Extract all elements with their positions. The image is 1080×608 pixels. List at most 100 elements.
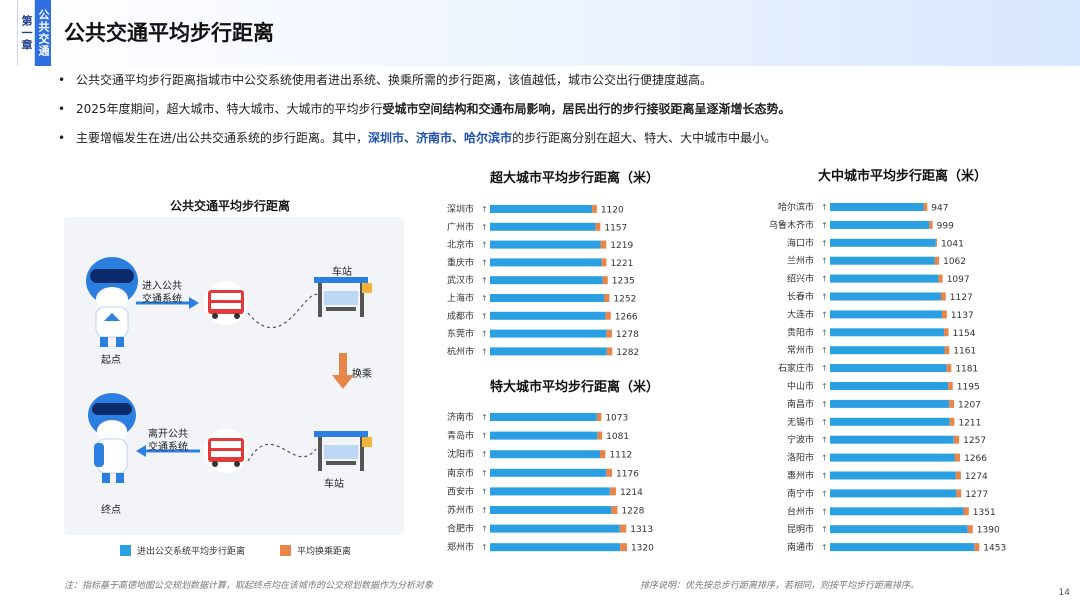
bar-transfer: [955, 471, 961, 480]
bar-total-label: 1221: [610, 259, 633, 269]
bullet-3: 主要增幅发生在进/出公共交通系统的步行距离。其中，深圳市、济南市、哈尔滨市的步行…: [58, 130, 1048, 146]
trend-arrow-icon: ↑: [821, 382, 828, 391]
bar-access: [830, 399, 950, 408]
illustration-title: 公共交通平均步行距离: [169, 199, 290, 213]
category-label: 上海市: [447, 292, 474, 304]
bar-total-label: 1176: [616, 469, 639, 479]
legend-access: 进出公交系统平均步行距离: [120, 544, 245, 557]
trend-arrow-icon: ↑: [481, 294, 488, 303]
chart-large-cities: 哈尔滨市 ↑ 947 乌鲁木齐市 ↑ 999 海口市 ↑ 1041 兰州市 ↑ 1062 绍兴市 ↑ 109…: [769, 201, 1006, 554]
bar-transfer: [940, 292, 946, 301]
trend-arrow-icon: ↑: [821, 310, 828, 319]
bar-transfer: [967, 525, 973, 534]
trend-arrow-icon: ↑: [481, 469, 488, 478]
trend-arrow-icon: ↑: [481, 432, 488, 441]
category-label: 台州市: [787, 505, 814, 517]
bar-total-label: 1157: [604, 223, 627, 233]
footnote-right: 排序说明：优先按总步行距离排序，若相同，则按平均步行距离排序。: [640, 581, 920, 591]
bar-transfer: [596, 413, 602, 421]
category-label: 武汉市: [447, 274, 474, 286]
bar-access: [490, 329, 607, 338]
trend-arrow-icon: ↑: [821, 239, 828, 248]
bullet-3-highlight: 深圳市、济南市、哈尔滨市: [368, 131, 513, 145]
bar-total-label: 1127: [950, 293, 973, 303]
category-label: 西安市: [447, 485, 474, 497]
bar-total-label: 1278: [616, 330, 639, 340]
bar-access: [830, 328, 945, 337]
bar-total-label: 1320: [631, 544, 654, 554]
bullet-1: 公共交通平均步行距离指城市中公交系统使用者进出系统、换乘所需的步行距离，该值越低…: [58, 72, 1048, 88]
station-bottom-icon: [314, 431, 372, 471]
bar-total-label: 1266: [615, 312, 638, 322]
bar-total-label: 1351: [973, 508, 996, 518]
trend-arrow-icon: ↑: [821, 525, 828, 534]
bar-access: [490, 240, 601, 249]
bar-access: [830, 274, 939, 283]
trend-arrow-icon: ↑: [821, 221, 828, 230]
bullet-list: 公共交通平均步行距离指城市中公交系统使用者进出系统、换乘所需的步行距离，该值越低…: [58, 72, 1048, 159]
illustration-panel: 进入公共 交通系统 离开公共 交通系统 车站 车站 起点 终点 换乘: [64, 217, 404, 535]
bar-access: [830, 346, 945, 355]
category-label: 深圳市: [447, 203, 474, 215]
category-label: 乌鲁木齐市: [769, 219, 814, 231]
bar-access: [490, 258, 602, 267]
bar-total-label: 1235: [612, 277, 635, 287]
bar-access: [490, 311, 606, 320]
bar-access: [490, 524, 620, 533]
bar-total-label: 1219: [610, 241, 633, 251]
bar-total-label: 1073: [605, 414, 628, 424]
page-title: 公共交通平均步行距离: [64, 21, 274, 45]
bar-total-label: 1211: [958, 418, 981, 428]
trend-arrow-icon: ↑: [481, 312, 488, 321]
trend-arrow-icon: ↑: [821, 436, 828, 445]
station-top-label: 车站: [332, 267, 352, 278]
chapter-name: 公共交通: [35, 0, 51, 66]
bar-transfer: [963, 507, 969, 516]
chart-super-cities: 深圳市 ↑ 1120 广州市 ↑ 1157 北京市 ↑ 1219 重庆市 ↑ 1221 武汉市 ↑ 1235…: [447, 203, 639, 358]
bar-access: [830, 507, 964, 516]
category-label: 苏州市: [447, 504, 474, 516]
bar-transfer: [605, 311, 611, 320]
trend-arrow-icon: ↑: [821, 543, 828, 552]
trend-arrow-icon: ↑: [821, 275, 828, 284]
bar-transfer: [948, 382, 953, 390]
footnote-left: 注：指标基于高德地图公交规划数据计算，取起终点均在该城市的公交规划数据作为分析对…: [64, 581, 434, 591]
bar-access: [490, 506, 612, 514]
category-label: 郑州市: [447, 541, 474, 553]
enter-label-2: 交通系统: [142, 294, 182, 305]
trend-arrow-icon: ↑: [821, 328, 828, 337]
bar-total-label: 1081: [606, 432, 629, 442]
bar-access: [830, 238, 936, 247]
category-label: 绍兴市: [787, 273, 814, 285]
bullet-3-text: 主要增幅发生在进/出公共交通系统的步行距离。其中，: [76, 131, 369, 145]
bar-total-label: 1390: [977, 526, 1000, 536]
bar-total-label: 1154: [953, 329, 976, 339]
bar-access: [830, 543, 975, 552]
trend-arrow-icon: ↑: [481, 487, 488, 496]
bullet-1-text: 公共交通平均步行距离指城市中公交系统使用者进出系统、换乘所需的步行距离，该值越低…: [76, 73, 713, 87]
bar-total-label: 1228: [621, 507, 644, 517]
trend-arrow-icon: ↑: [821, 418, 828, 427]
bar-access: [490, 205, 593, 213]
bar-transfer: [600, 240, 607, 249]
trend-arrow-icon: ↑: [481, 258, 488, 267]
category-label: 北京市: [447, 239, 474, 251]
leave-label-2: 交通系统: [148, 442, 188, 453]
trend-arrow-icon: ↑: [481, 241, 488, 250]
bar-access: [490, 347, 607, 356]
bar-access: [830, 256, 935, 265]
trend-arrow-icon: ↑: [821, 507, 828, 516]
bus-icon: [204, 281, 248, 325]
bar-access: [830, 292, 941, 301]
bar-transfer: [606, 347, 613, 356]
trend-arrow-icon: ↑: [481, 330, 488, 339]
bar-total-label: 1274: [965, 472, 988, 482]
bar-transfer: [601, 258, 607, 267]
bar-total-label: 1195: [957, 383, 980, 393]
bar-total-label: 999: [937, 221, 954, 231]
category-label: 哈尔滨市: [778, 201, 814, 213]
bullet-2-bold: 受城市空间结构和交通布局影响，居民出行的步行接驳距离呈逐渐增长态势。: [382, 102, 791, 116]
bar-access: [490, 222, 596, 231]
bar-transfer: [923, 203, 928, 211]
bar-access: [830, 489, 957, 498]
